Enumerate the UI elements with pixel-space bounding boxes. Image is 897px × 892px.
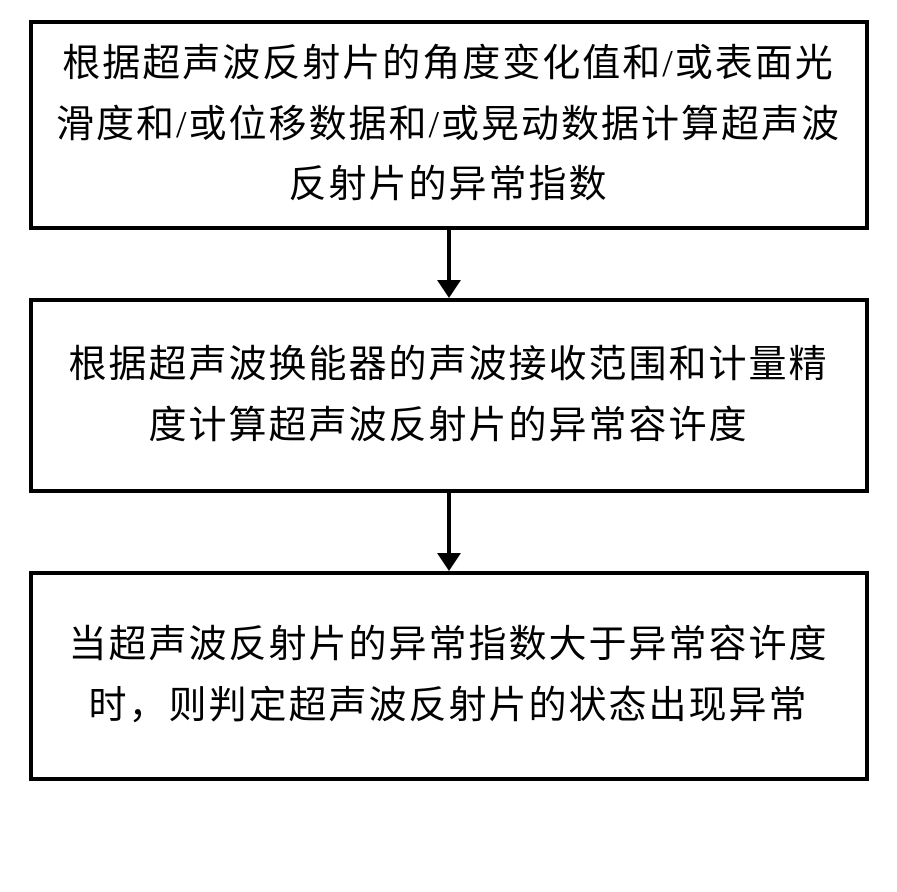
arrow-2 [437,493,461,571]
arrow-1-head [437,280,461,298]
arrow-2-head [437,553,461,571]
arrow-2-line [447,493,451,553]
flow-box-1-text: 根据超声波反射片的角度变化值和/或表面光滑度和/或位移数据和/或晃动数据计算超声… [53,34,845,216]
flow-box-2: 根据超声波换能器的声波接收范围和计量精度计算超声波反射片的异常容许度 [29,298,869,493]
flowchart-container: 根据超声波反射片的角度变化值和/或表面光滑度和/或位移数据和/或晃动数据计算超声… [20,20,877,872]
flow-box-3: 当超声波反射片的异常指数大于异常容许度时，则判定超声波反射片的状态出现异常 [29,571,869,781]
flow-box-2-text: 根据超声波换能器的声波接收范围和计量精度计算超声波反射片的异常容许度 [53,335,845,457]
arrow-1 [437,230,461,298]
flow-box-1: 根据超声波反射片的角度变化值和/或表面光滑度和/或位移数据和/或晃动数据计算超声… [29,20,869,230]
arrow-1-line [447,230,451,280]
flow-box-3-text: 当超声波反射片的异常指数大于异常容许度时，则判定超声波反射片的状态出现异常 [53,615,845,737]
